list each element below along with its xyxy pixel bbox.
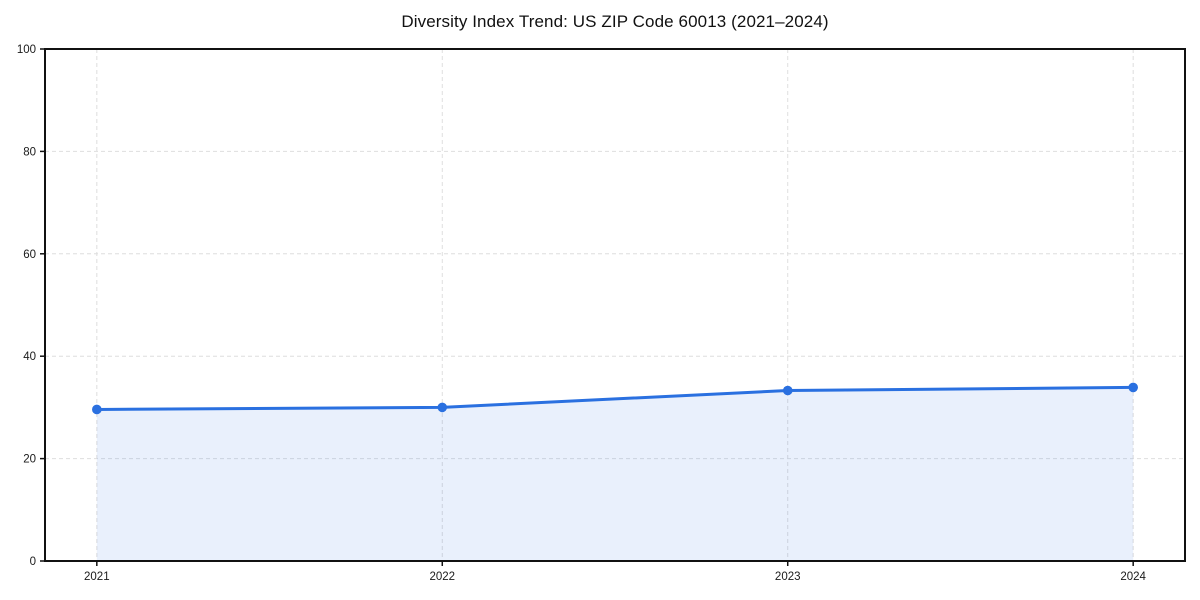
data-point-marker [437,402,448,413]
x-tick-label: 2023 [775,571,801,583]
y-tick-label: 100 [17,44,36,56]
trend-line [95,385,1135,411]
y-tick-label: 40 [23,351,36,363]
chart-title: Diversity Index Trend: US ZIP Code 60013… [401,12,829,31]
x-tick-label: 2022 [429,571,455,583]
x-tick-label: 2024 [1120,571,1146,583]
data-point-marker [1128,382,1138,393]
data-point-marker [782,385,793,396]
y-tick-label: 80 [23,146,36,158]
x-tick-label: 2021 [84,571,110,583]
area-fill [96,387,1134,561]
y-tick-label: 20 [23,454,36,466]
y-tick-label: 0 [30,556,36,568]
data-point-marker [92,404,102,415]
y-tick-label: 60 [23,249,36,261]
plot-border [44,48,1186,562]
